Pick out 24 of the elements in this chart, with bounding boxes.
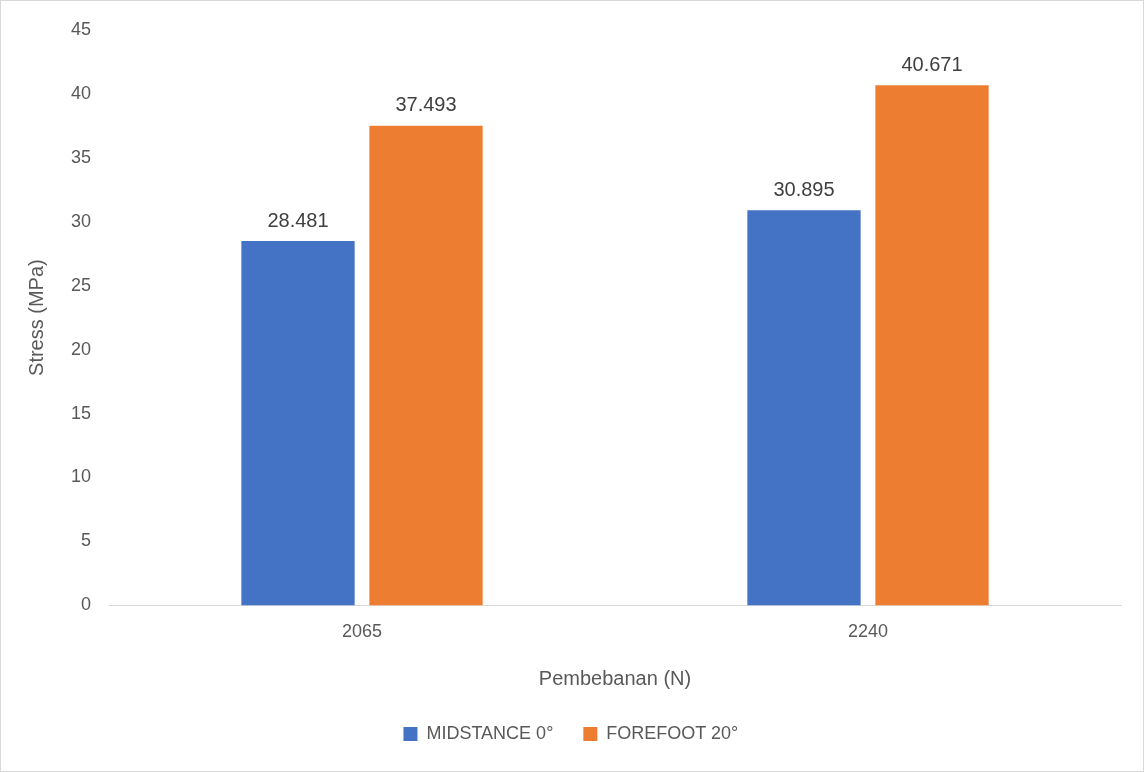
y-tick-label: 30 bbox=[70, 210, 92, 231]
data-label: 30.895 bbox=[773, 177, 835, 200]
bar bbox=[369, 125, 483, 606]
y-axis-title: Stress (MPa) bbox=[24, 259, 47, 376]
y-tick-label: 20 bbox=[70, 338, 92, 359]
legend-label: FOREFOOT 20° bbox=[606, 722, 739, 743]
y-tick-label: 15 bbox=[70, 402, 92, 423]
y-tick-label: 10 bbox=[70, 466, 92, 487]
y-tick-label: 45 bbox=[70, 18, 92, 39]
y-tick-label: 0 bbox=[81, 594, 92, 615]
bar bbox=[747, 210, 861, 606]
y-tick-label: 40 bbox=[70, 82, 92, 103]
y-tick-label: 35 bbox=[70, 146, 92, 167]
x-tick-label: 2065 bbox=[341, 621, 383, 642]
x-tick-label: 2240 bbox=[847, 621, 889, 642]
y-tick-label: 5 bbox=[81, 530, 92, 551]
y-tick-label: 25 bbox=[70, 274, 92, 295]
data-label: 28.481 bbox=[267, 208, 329, 231]
x-axis-title: Pembebanan (N) bbox=[538, 666, 692, 689]
data-label: 37.493 bbox=[395, 93, 457, 116]
bar bbox=[241, 241, 355, 606]
data-label: 40.671 bbox=[901, 52, 963, 75]
legend-label: MIDSTANCE 0° bbox=[426, 722, 554, 743]
bar bbox=[875, 85, 989, 606]
